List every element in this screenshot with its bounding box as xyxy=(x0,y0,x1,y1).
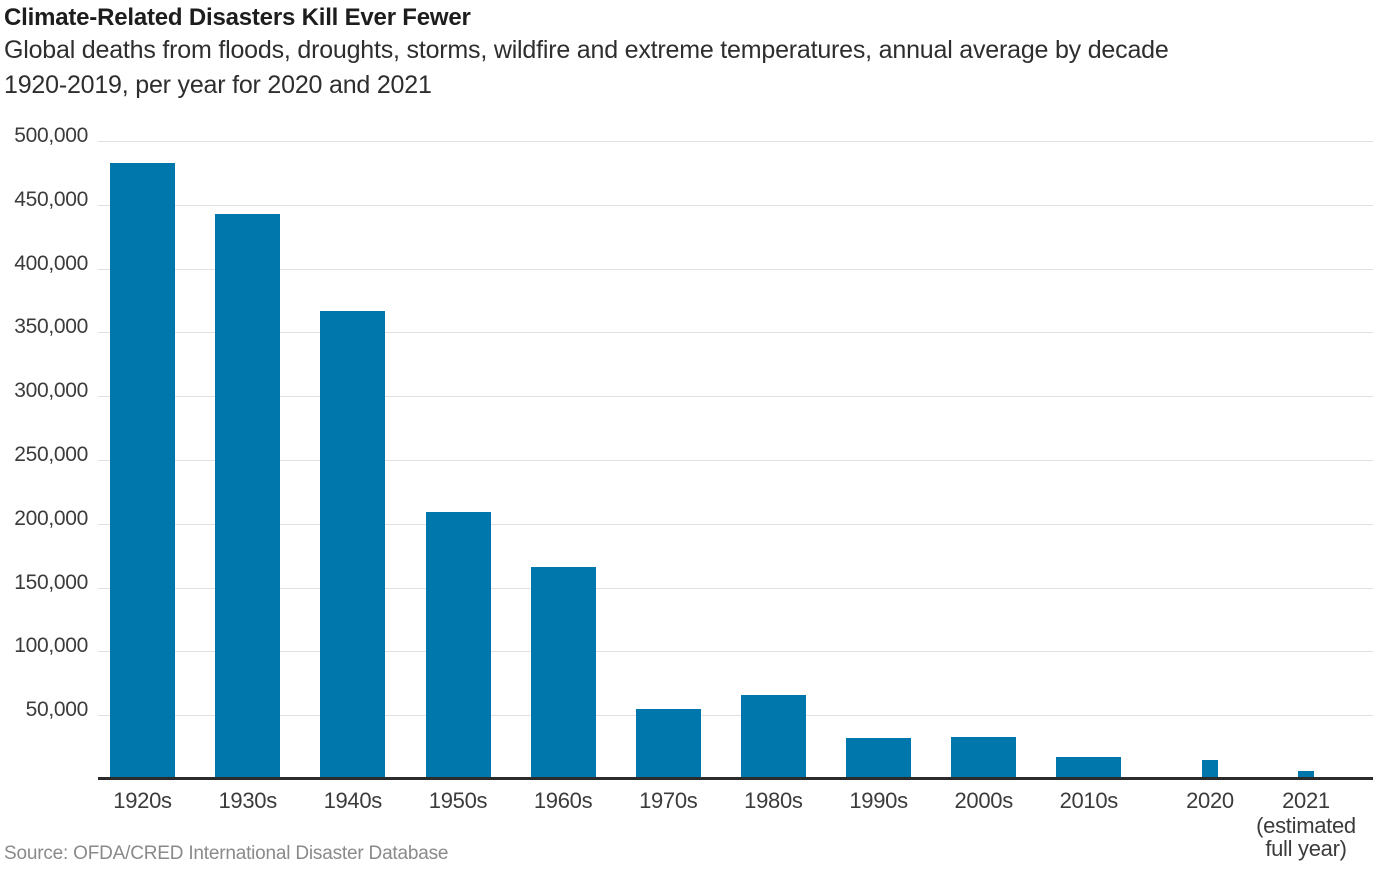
y-axis-label-500000: 500,000 xyxy=(14,124,88,147)
gridline-100000 xyxy=(98,651,1373,653)
bar-1990s xyxy=(846,738,912,779)
y-axis-label-250000: 250,000 xyxy=(14,443,88,466)
gridline-50000 xyxy=(98,715,1373,717)
y-axis-label-150000: 150,000 xyxy=(14,570,88,594)
source-note: Source: OFDA/CRED International Disaster… xyxy=(4,843,449,864)
x-axis-sublabel-line: (estimated xyxy=(1256,813,1356,838)
x-axis-label-2010s: 2010s xyxy=(1059,788,1119,813)
bar-1980s xyxy=(740,694,806,779)
y-axis-label-300000: 300,000 xyxy=(14,379,88,403)
bar-2010s xyxy=(1056,757,1122,779)
x-axis-sublabel-2021: (estimated full year) xyxy=(1226,814,1386,860)
y-axis-label-350000: 350,000 xyxy=(14,315,88,339)
gridline-400000 xyxy=(98,268,1373,270)
bar-1970s xyxy=(635,708,701,779)
bar-1960s xyxy=(530,567,596,779)
x-axis-label-1990s: 1990s xyxy=(849,788,908,813)
x-axis-label-1950s: 1950s xyxy=(428,788,488,813)
bar-2020 xyxy=(1202,759,1218,779)
x-axis-label-1930s: 1930s xyxy=(218,788,277,813)
gridline-150000 xyxy=(98,587,1373,589)
x-axis-label-2021: 2021 xyxy=(1282,788,1330,813)
chart-title: Climate-Related Disasters Kill Ever Fewe… xyxy=(4,4,471,31)
y-axis-label-50000: 50,000 xyxy=(25,698,89,722)
x-axis-label-1970s: 1970s xyxy=(639,788,698,813)
x-axis-label-1940s: 1940s xyxy=(323,788,383,813)
y-axis-label-400000: 400,000 xyxy=(14,251,88,275)
x-axis-sublabel-line: full year) xyxy=(1265,836,1347,861)
bar-2000s xyxy=(951,736,1017,779)
x-axis-label-2000s: 2000s xyxy=(954,788,1013,813)
bar-1920s xyxy=(110,162,175,779)
bar-1940s xyxy=(320,310,386,779)
chart-subtitle-line-1: Global deaths from floods, droughts, sto… xyxy=(4,36,1169,64)
x-axis-label-1960s: 1960s xyxy=(533,788,593,813)
gridline-250000 xyxy=(98,460,1373,461)
x-axis-line xyxy=(98,777,1373,780)
gridline-450000 xyxy=(98,204,1373,206)
x-axis-label-1920s: 1920s xyxy=(113,788,172,813)
bar-1950s xyxy=(425,512,491,779)
chart-subtitle-line-2: 1920-2019, per year for 2020 and 2021 xyxy=(4,71,432,99)
bar-2021 xyxy=(1298,771,1314,779)
y-axis-label-200000: 200,000 xyxy=(14,506,88,530)
gridline-350000 xyxy=(98,332,1373,334)
bar-1930s xyxy=(215,213,281,779)
y-axis-label-100000: 100,000 xyxy=(14,634,88,658)
gridline-200000 xyxy=(98,523,1373,525)
x-axis-label-2020: 2020 xyxy=(1186,788,1234,813)
gridline-500000 xyxy=(98,141,1373,142)
gridline-300000 xyxy=(98,396,1373,398)
x-axis-label-1980s: 1980s xyxy=(744,788,803,813)
y-axis-label-450000: 450,000 xyxy=(14,187,88,211)
